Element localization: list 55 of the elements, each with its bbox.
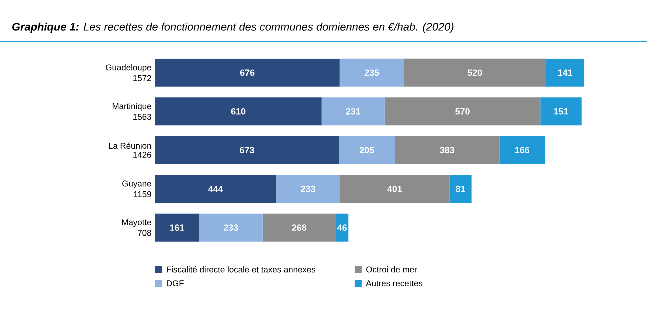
data-label: 444 — [208, 186, 224, 192]
data-label: 268 — [292, 224, 307, 232]
data-label: 676 — [240, 70, 255, 76]
bar — [155, 175, 277, 204]
data-label: 401 — [388, 186, 402, 193]
legend-label: Fiscalité directe locale et taxes annexes — [167, 266, 316, 273]
bar — [384, 98, 541, 126]
bar — [500, 136, 545, 165]
data-label: 233 — [301, 186, 316, 193]
bar — [155, 98, 322, 126]
total-label: 1572 — [134, 76, 152, 82]
data-label: 166 — [515, 147, 530, 154]
bar — [540, 98, 582, 126]
y-tick-label: Mayotte — [122, 220, 152, 228]
data-label: 161 — [170, 224, 184, 232]
chart-title: Graphique 1: Les recettes de fonctionnement des communes domiennes en €/hab. (2020) — [12, 23, 454, 34]
bar — [262, 214, 336, 242]
data-label: 235 — [364, 70, 380, 76]
data-label: 46 — [338, 224, 347, 232]
y-tick-label: Martinique — [112, 103, 152, 112]
total-label: 1159 — [134, 192, 152, 198]
total-label: 708 — [138, 230, 152, 236]
bar — [395, 136, 500, 165]
y-tick-label: Guadeloupe — [106, 64, 152, 73]
legend-label: DGF — [167, 280, 184, 287]
bar — [340, 175, 450, 204]
data-label: 610 — [231, 108, 246, 116]
bar — [155, 214, 200, 242]
data-label: 233 — [224, 224, 238, 232]
bar — [546, 59, 585, 88]
bar — [199, 214, 263, 242]
legend-label: Octroi de mer — [366, 266, 418, 273]
bar — [155, 136, 340, 165]
data-label: 231 — [346, 108, 361, 116]
data-label: 81 — [456, 186, 466, 193]
bar — [404, 59, 546, 88]
y-tick-label: La Réunion — [109, 142, 152, 150]
bar — [340, 59, 404, 88]
data-label: 520 — [468, 70, 482, 76]
y-tick-label: Guyane — [122, 181, 152, 189]
bar — [276, 175, 340, 204]
total-label: 1563 — [134, 114, 152, 120]
total-label: 1426 — [134, 152, 152, 158]
bar — [322, 98, 385, 126]
data-label: 141 — [558, 70, 573, 76]
legend-label: Autres recettes — [366, 280, 423, 287]
data-label: 383 — [440, 147, 454, 154]
bar — [339, 136, 396, 165]
data-label: 673 — [240, 147, 254, 154]
bar — [336, 214, 349, 242]
data-label: 570 — [456, 108, 470, 116]
data-label: 205 — [360, 147, 374, 154]
bar — [450, 175, 472, 204]
data-label: 151 — [554, 108, 568, 115]
bar — [155, 59, 340, 88]
